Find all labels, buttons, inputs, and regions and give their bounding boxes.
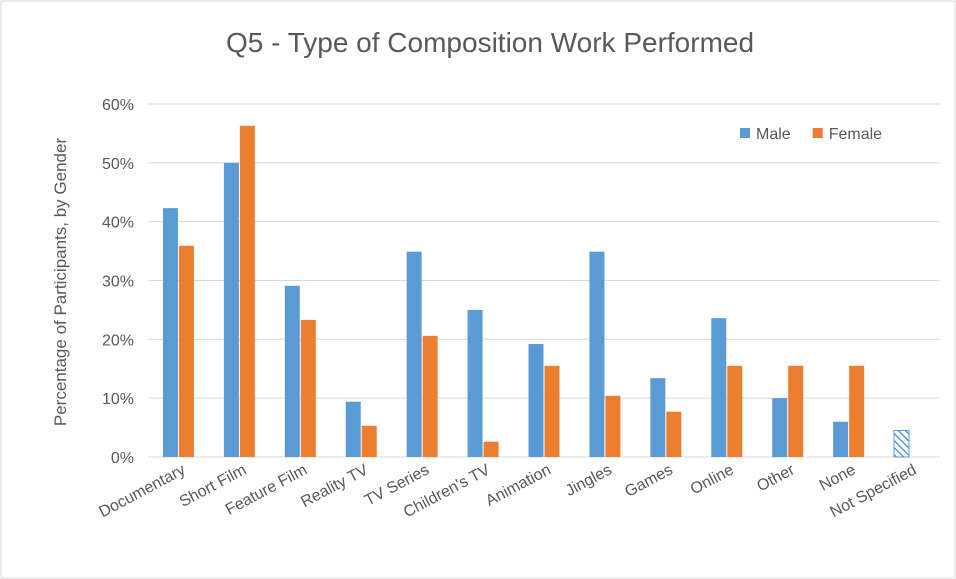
legend-label: Female (829, 126, 882, 143)
y-tick-label: 40% (102, 215, 134, 232)
bar (544, 365, 560, 457)
bar (422, 335, 438, 457)
bar (361, 425, 377, 457)
bar (300, 319, 316, 457)
bar (849, 365, 865, 457)
chart-title: Q5 - Type of Composition Work Performed (226, 27, 754, 58)
bar (162, 208, 178, 457)
legend-swatch (812, 128, 823, 138)
bar (239, 125, 255, 457)
y-tick-label: 10% (102, 391, 134, 408)
y-tick-label: 20% (102, 332, 134, 349)
bar (788, 365, 804, 457)
bar (345, 401, 361, 457)
bar (223, 162, 239, 458)
y-tick-label: 0% (111, 450, 134, 467)
bar (178, 245, 194, 457)
bar (483, 441, 499, 457)
y-axis-label: Percentage of Participants, by Gender (51, 138, 70, 427)
bar (284, 285, 300, 457)
bar (772, 398, 788, 457)
bar (893, 430, 910, 458)
bar (650, 378, 666, 457)
legend-label: Male (756, 126, 791, 143)
bar (528, 344, 544, 457)
y-tick-label: 60% (102, 97, 134, 114)
legend-swatch (740, 128, 750, 138)
bar (467, 309, 483, 457)
y-tick-label: 30% (102, 274, 134, 291)
bar (406, 251, 422, 457)
y-tick-label: 50% (102, 156, 134, 173)
bar (666, 411, 682, 457)
bar (727, 365, 743, 457)
bar (711, 318, 727, 457)
bar (605, 395, 621, 457)
bar (833, 421, 849, 457)
bar (589, 251, 605, 457)
